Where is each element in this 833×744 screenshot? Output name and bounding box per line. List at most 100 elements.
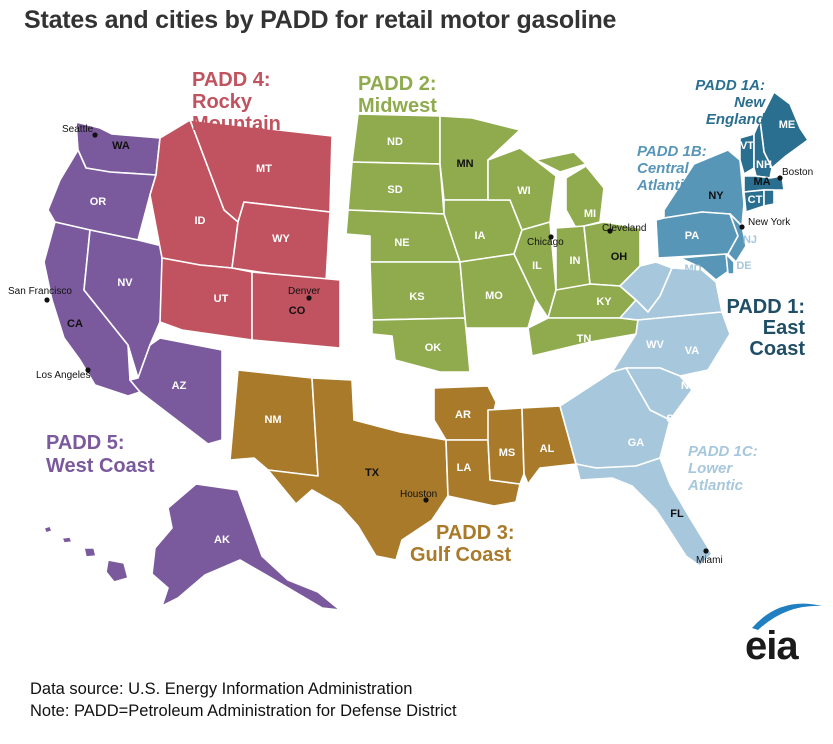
state-label-pa: PA [685,230,700,242]
state-label-oh: OH [611,251,628,263]
city-label-cleveland: Cleveland [602,223,646,234]
state-label-ca: CA [67,318,83,330]
padd-3-region [229,369,577,561]
state-label-az: AZ [172,380,187,392]
state-label-mt: MT [256,163,272,175]
state-label-mi: MI [584,208,596,220]
city-label-los-angeles: Los Angeles [36,370,91,381]
padd-4-label-line3: Mountain [192,113,281,135]
city-label-denver: Denver [288,286,321,297]
state-label-md: MD [684,263,701,275]
state-az [129,337,223,445]
padd-1a-region [739,91,809,213]
padd-1b-label-line3: Atlantic [636,177,693,194]
padd-1b-label-line1: PADD 1B: [637,143,707,160]
state-label-al: AL [540,443,555,455]
state-tx [267,377,449,561]
state-fl [575,457,713,567]
state-label-wv: WV [646,339,664,351]
city-dot-boston [777,175,783,181]
state-label-wi: WI [517,185,530,197]
padd-4-label-line1: PADD 4: [192,69,271,91]
state-label-sc: SC [666,413,681,425]
city-label-new-york: New York [748,217,791,228]
state-label-la: LA [457,462,472,474]
state-label-sd: SD [387,184,402,196]
city-dot-houston [423,497,429,503]
eia-logo-text: eia [745,624,799,668]
eia-logo: eia [745,603,822,668]
state-nh [753,119,773,179]
state-label-ma: MA [753,176,770,188]
padd-5-region [43,121,341,611]
state-vt [739,133,755,175]
state-md [679,253,731,281]
city-dot-chicago [548,234,554,240]
state-ak [151,483,341,611]
state-label-tn: TN [577,333,592,345]
state-label-nj: NJ [743,234,757,246]
padd-2-label-line1: PADD 2: [358,73,437,95]
state-label-nm: NM [264,414,281,426]
state-label-fl: FL [670,508,684,520]
state-label-nh: NH [756,159,772,171]
state-label-nc: NC [681,380,697,392]
padd-1a-label-line1: PADD 1A: [695,77,765,94]
state-label-ne: NE [394,237,409,249]
state-ok [371,317,471,373]
padd-5-label-line1: PADD 5: [46,432,125,454]
state-label-ga: GA [628,437,645,449]
footer: Data source: U.S. Energy Information Adm… [30,678,457,722]
state-label-nv: NV [117,277,133,289]
city-dot-san-francisco [44,297,50,303]
state-label-ks: KS [409,291,424,303]
state-label-wy: WY [272,233,290,245]
padd-1c-label-line1: PADD 1C: [688,443,758,460]
state-label-wa: WA [112,140,130,152]
state-label-or: OR [90,196,107,208]
city-label-boston: Boston [782,167,813,178]
state-ri [763,189,775,207]
state-ms [487,407,525,485]
padd-4-label-line2: Rocky [192,91,253,113]
padd-1-label-line2: East [763,317,806,339]
state-label-ut: UT [214,293,229,305]
padd-labels: PADD 4: Rocky Mountain PADD 2: Midwest P… [46,69,805,566]
padd-1a-label-line3: England [706,111,766,128]
state-label-ny: NY [708,190,724,202]
city-label-chicago: Chicago [527,237,564,248]
page-title: States and cities by PADD for retail mot… [24,6,617,34]
padd-3-label-line1: PADD 3: [436,522,515,544]
padd-3-label-line2: Gulf Coast [410,544,511,566]
padd-2-region [345,113,641,373]
state-label-ky: KY [596,296,612,308]
state-label-id: ID [195,215,206,227]
city-dot-miami [703,548,709,554]
padd-1c-label-line3: Atlantic [687,477,744,494]
padd-5-label-line2: West Coast [46,455,155,477]
state-label-ok: OK [425,342,442,354]
state-label-de: DE [736,260,751,272]
city-label-seattle: Seattle [62,124,94,135]
eia-logo-swoosh [752,603,822,630]
state-label-ar: AR [455,409,471,421]
state-label-me: ME [779,119,796,131]
city-label-houston: Houston [400,489,437,500]
state-label-nd: ND [387,136,403,148]
padd-1-label-line1: PADD 1: [726,296,805,318]
padd-1b-label-line2: Central [637,160,690,177]
city-markers: Seattle San Francisco Los Angeles Denver… [8,124,813,566]
state-label-il: IL [532,260,542,272]
state-label-ia: IA [475,230,486,242]
state-label-mo: MO [485,290,503,302]
padd-2-label-line2: Midwest [358,95,437,117]
padd-1c-label-line2: Lower [688,460,733,477]
padd-1a-label-line2: New [734,94,766,111]
padd-1c-region [559,261,731,567]
state-label-ct: CT [748,194,763,206]
city-label-miami: Miami [696,555,723,566]
state-label-ri: RI [776,192,787,204]
state-label-mn: MN [456,158,473,170]
city-dot-seattle [92,132,98,138]
padd-1b-region [655,149,747,281]
